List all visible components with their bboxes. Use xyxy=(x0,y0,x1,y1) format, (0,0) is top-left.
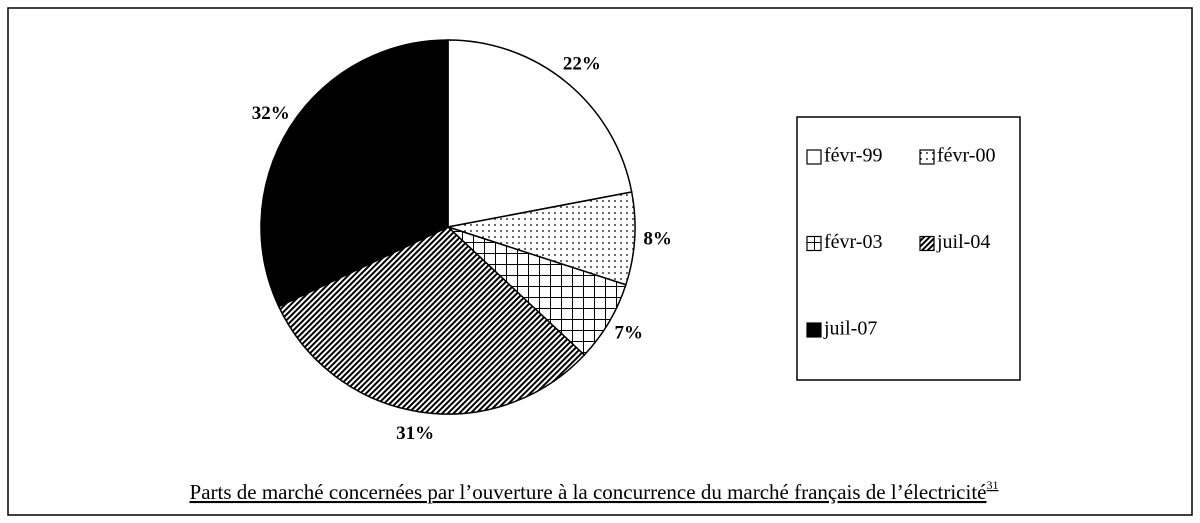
legend-box xyxy=(796,116,1021,381)
legend-swatch xyxy=(919,235,935,252)
pie-slice xyxy=(260,39,449,308)
pie-slice xyxy=(277,226,586,415)
data-label: 8% xyxy=(643,229,672,250)
pie-slice xyxy=(447,191,636,286)
caption: Parts de marché concernées par l’ouvertu… xyxy=(190,480,987,504)
chart-title: Parts de marché concernées par l’ouvertu… xyxy=(190,478,999,504)
legend-swatch xyxy=(806,149,822,165)
legend-label: févr-00 xyxy=(937,145,995,167)
data-label: 7% xyxy=(615,322,644,343)
legend-label: févr-99 xyxy=(824,145,882,167)
data-label: 22% xyxy=(563,54,601,75)
legend-label: juil-04 xyxy=(936,231,990,253)
legend-swatch xyxy=(919,149,935,165)
data-label: 31% xyxy=(396,423,434,444)
frame xyxy=(7,7,1193,516)
legend-swatch xyxy=(806,322,822,338)
legend-label: févr-03 xyxy=(824,231,882,253)
legend-label: juil-07 xyxy=(823,318,877,340)
pie-slice xyxy=(447,39,633,228)
footnote: 31 xyxy=(986,478,998,492)
legend-swatch xyxy=(806,235,822,252)
data-label: 32% xyxy=(252,103,290,124)
